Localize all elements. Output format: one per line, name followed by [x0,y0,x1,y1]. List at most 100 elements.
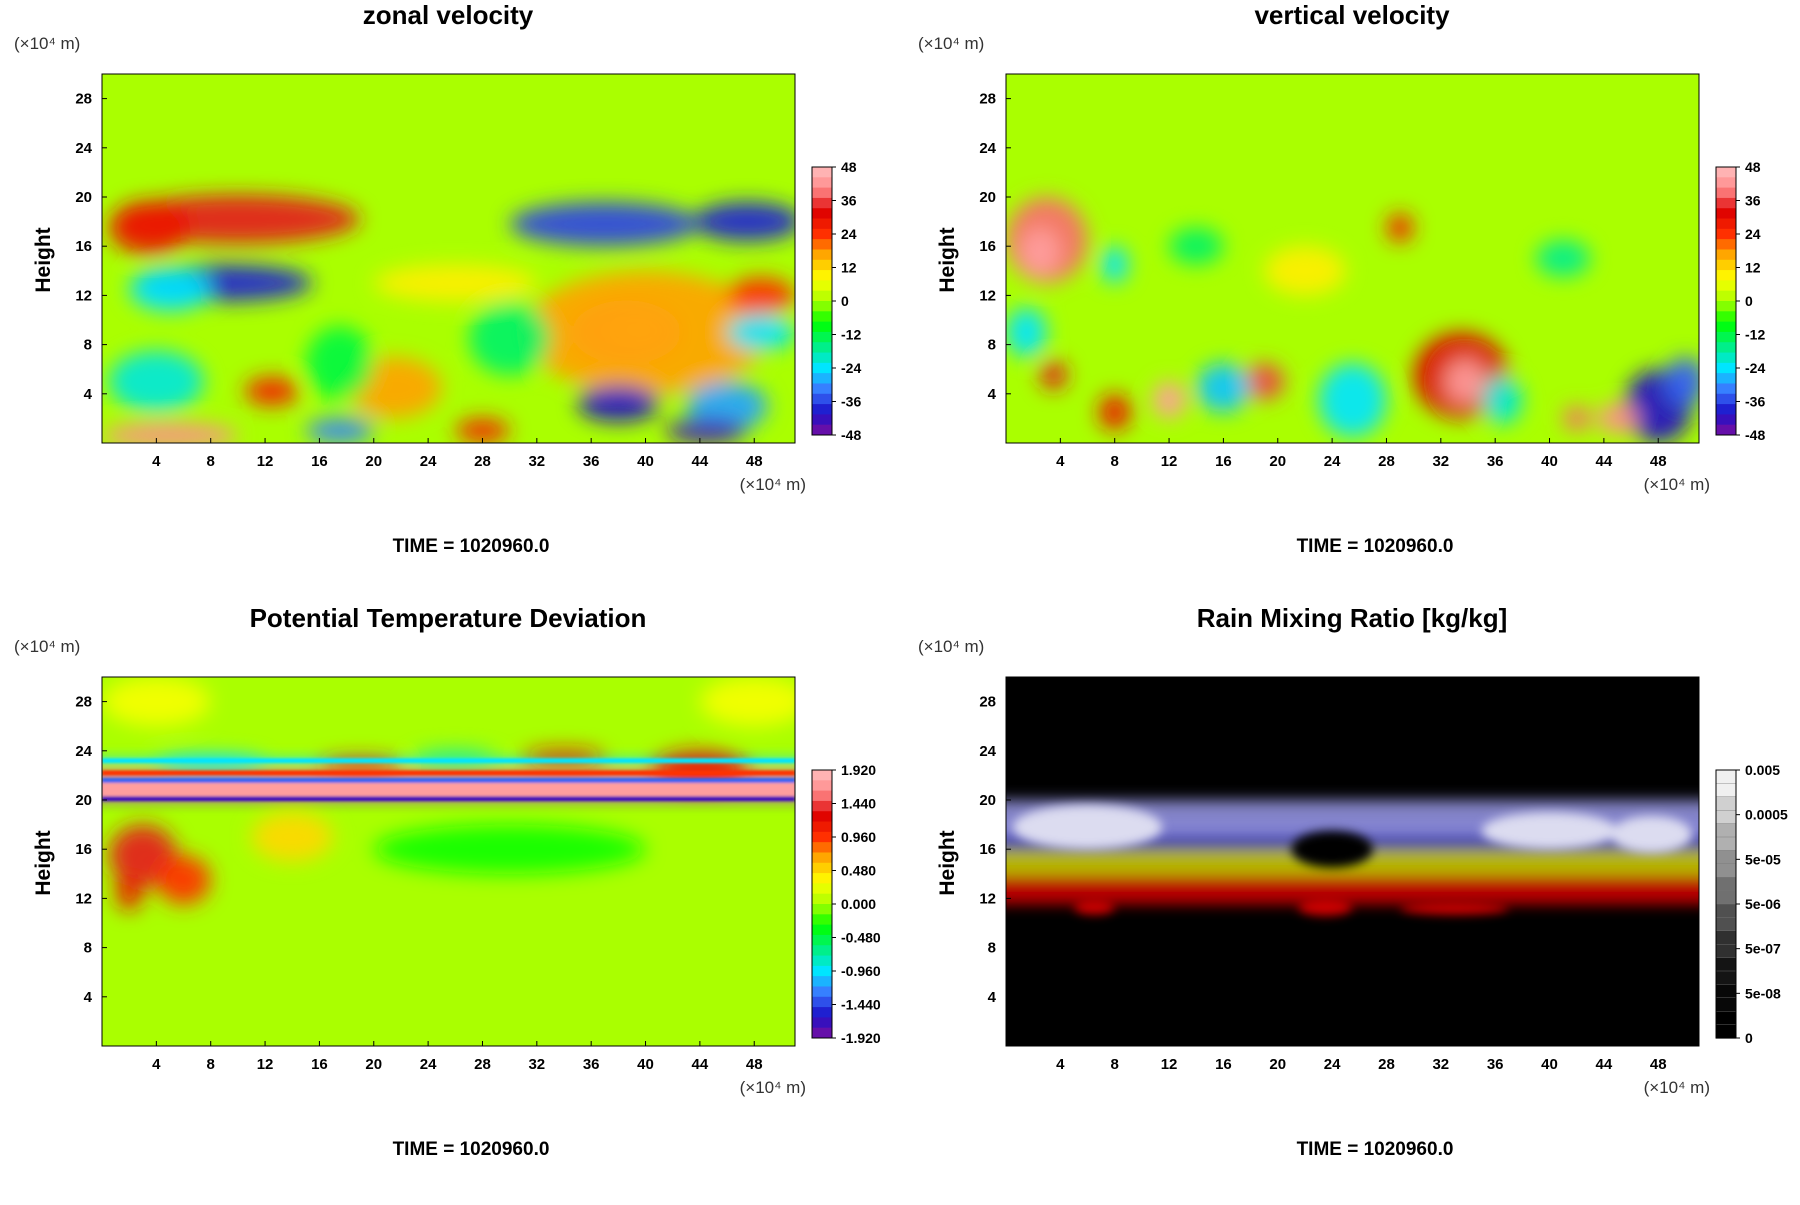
y-tick-label: 12 [979,890,996,907]
band-core-layer [102,758,795,802]
y-tick-label: 20 [75,792,92,809]
x-tick-label: 24 [420,1056,437,1073]
field-blob [1101,246,1129,284]
colorbar-tick-label: -12 [841,327,861,343]
x-tick-label: 8 [207,1056,215,1073]
y-tick-label: 12 [75,890,92,907]
field-blob [1243,363,1285,400]
x-tick-label: 20 [365,453,382,470]
y-tick-label: 16 [75,238,92,255]
colorbar-segment [1716,362,1736,374]
y-tick-label: 16 [75,841,92,858]
field-band-core [102,796,795,802]
colorbar-segment [1716,290,1736,302]
colorbar-segment [1716,228,1736,240]
y-tick-label: 20 [75,189,92,206]
y-tick-label: 12 [979,287,996,304]
plot-area [102,74,795,443]
y-tick-label: 20 [979,189,996,206]
x-tick-label: 48 [1650,453,1667,470]
x-tick-label: 4 [152,453,161,470]
colorbar-segment [812,873,832,884]
time-label: TIME = 1020960.0 [393,536,550,557]
colorbar-segment [1715,984,1737,999]
colorbar-segment [1716,239,1736,250]
colorbar-segment [1716,373,1736,384]
colorbar-segment [1715,997,1737,1012]
colorbar-segment [812,218,832,230]
plot-area [102,677,795,1046]
colorbar-tick-label: 0.0005 [1745,807,1788,823]
colorbar-segment [812,831,832,843]
colorbar-segment [812,842,832,853]
colorbar-segment [1715,957,1737,972]
field-blob [1665,356,1699,407]
field-blob [693,201,795,242]
colorbar-segment [1715,890,1737,905]
y-tick-label: 24 [979,140,996,157]
field-blob [1444,359,1486,404]
colorbar-segment [812,893,832,905]
colorbar-segment [1715,944,1737,959]
colorbar-segment [1715,863,1737,878]
colorbar-segment [1716,342,1736,354]
colorbar-segment [812,904,832,915]
colorbar: 48 36 24 12 0 -12 -24 -36 -48 [1715,159,1765,443]
colorbar-segment [812,208,832,220]
y-tick-label: 8 [988,940,996,957]
colorbar-segment [812,383,832,395]
field-blob [1019,227,1061,277]
y-axis-label: Height [936,227,959,292]
colorbar-tick-label: 5e-05 [1745,851,1781,867]
x-tick-label: 44 [1596,453,1613,470]
x-tick-label: 32 [1432,1056,1449,1073]
rain-patch [1298,898,1353,916]
colorbar-segment [812,996,832,1008]
y-tick-label: 4 [988,989,997,1006]
colorbar-segment [1716,167,1736,178]
field-blob [1264,246,1346,296]
x-tick-label: 12 [1161,1056,1178,1073]
colorbar-segment [812,197,832,209]
x-tick-label: 44 [1596,1056,1613,1073]
colorbar-segment [812,342,832,354]
plot-frame [1005,73,1700,444]
field-band-core [102,782,795,798]
field-band-core [102,777,795,783]
field-blob [251,812,333,862]
y-tick-label: 8 [84,940,92,957]
time-label: TIME = 1020960.0 [393,1139,550,1160]
colorbar-segment [1716,218,1736,230]
colorbar-segment [812,770,832,781]
plot-frame [1005,676,1700,1047]
rain-band [1006,873,1699,905]
y-unit-label: (×10⁴ m) [14,34,80,53]
colorbar-tick-label: 48 [841,159,857,175]
x-tick-label: 8 [1111,1056,1119,1073]
chart-panel-3: Potential Temperature Deviation (×10⁴ m) (… [14,603,881,1160]
x-tick-label: 32 [1432,453,1449,470]
field-blob [108,200,191,255]
field-blob [1386,212,1414,243]
colorbar-tick-label: 5e-08 [1745,985,1781,1001]
colorbar-segment [812,1007,832,1018]
x-tick-label: 16 [311,453,328,470]
colorbar-tick-label: -0.960 [841,963,881,979]
colorbar-tick-label: 24 [841,226,857,242]
chart-title: zonal velocity [363,0,534,30]
x-tick-label: 48 [746,1056,763,1073]
y-tick-label: 28 [979,694,996,711]
field-blob [156,855,211,905]
field-blob [727,313,795,351]
colorbar-tick-label: -12 [1745,327,1765,343]
colorbar-tick-label: 36 [841,193,857,209]
y-tick-label: 8 [84,337,92,354]
colorbar-segment [812,924,832,936]
colorbar-segment [812,290,832,302]
y-tick-label: 12 [75,287,92,304]
x-unit-label: (×10⁴ m) [740,475,806,494]
y-tick-label: 16 [979,238,996,255]
rain-patch [1291,830,1373,868]
colorbar-tick-label: 0.005 [1745,762,1780,778]
colorbar-tick-label: 36 [1745,193,1761,209]
